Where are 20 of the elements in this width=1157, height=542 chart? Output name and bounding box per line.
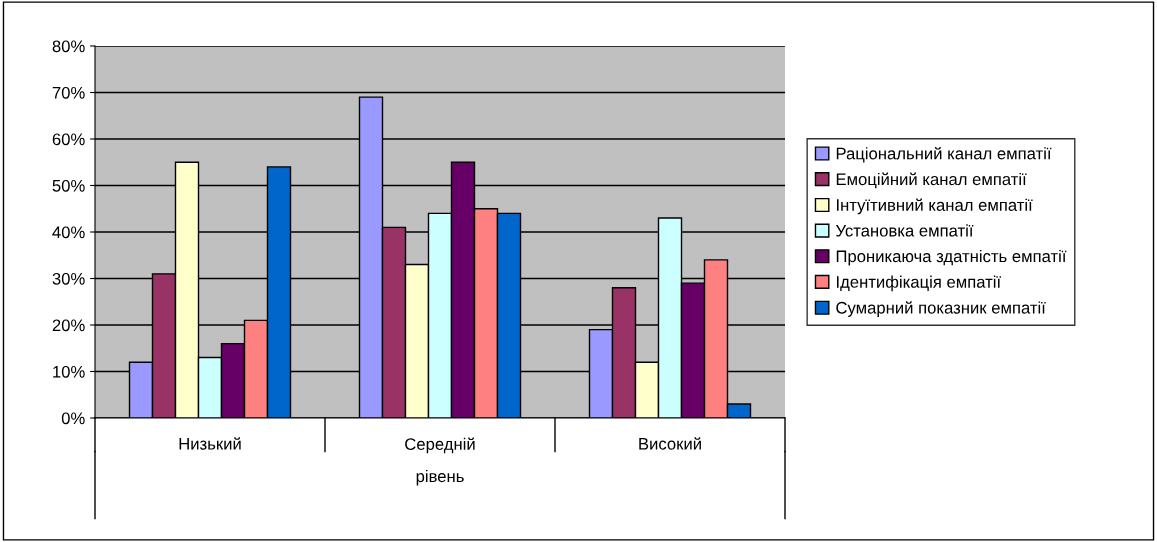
y-tick-label: 80% (52, 40, 85, 53)
legend-label: Ідентифікація емпатії (837, 275, 1001, 292)
legend-label: Установка емпатії (835, 224, 974, 237)
y-tick-label: 70% (52, 86, 85, 99)
legend-label: Раціональний канал емпатії (836, 146, 1052, 163)
legend-label: Сумарний показник емпатії (836, 301, 1046, 317)
legend-label: Емоційний канал емпатії (836, 172, 1027, 189)
legend-label: Проникаюча здатність емпатії (836, 249, 1067, 266)
y-tick-label: 50% (52, 179, 85, 192)
y-tick-label: 40% (52, 226, 85, 239)
x-tick-label: Низький (179, 437, 241, 450)
legend-label: Інтуїтивний канал емпатії (837, 198, 1033, 215)
y-tick-label: 60% (52, 133, 85, 146)
x-tick-label: Високий (639, 437, 701, 450)
x-tick-label: Середній (405, 437, 475, 454)
y-tick-label: 0% (61, 412, 85, 425)
y-tick-label: 30% (52, 272, 85, 285)
y-tick-label: 10% (53, 365, 85, 378)
y-tick-label: 20% (52, 319, 85, 332)
x-axis-title: рівень (416, 469, 464, 486)
